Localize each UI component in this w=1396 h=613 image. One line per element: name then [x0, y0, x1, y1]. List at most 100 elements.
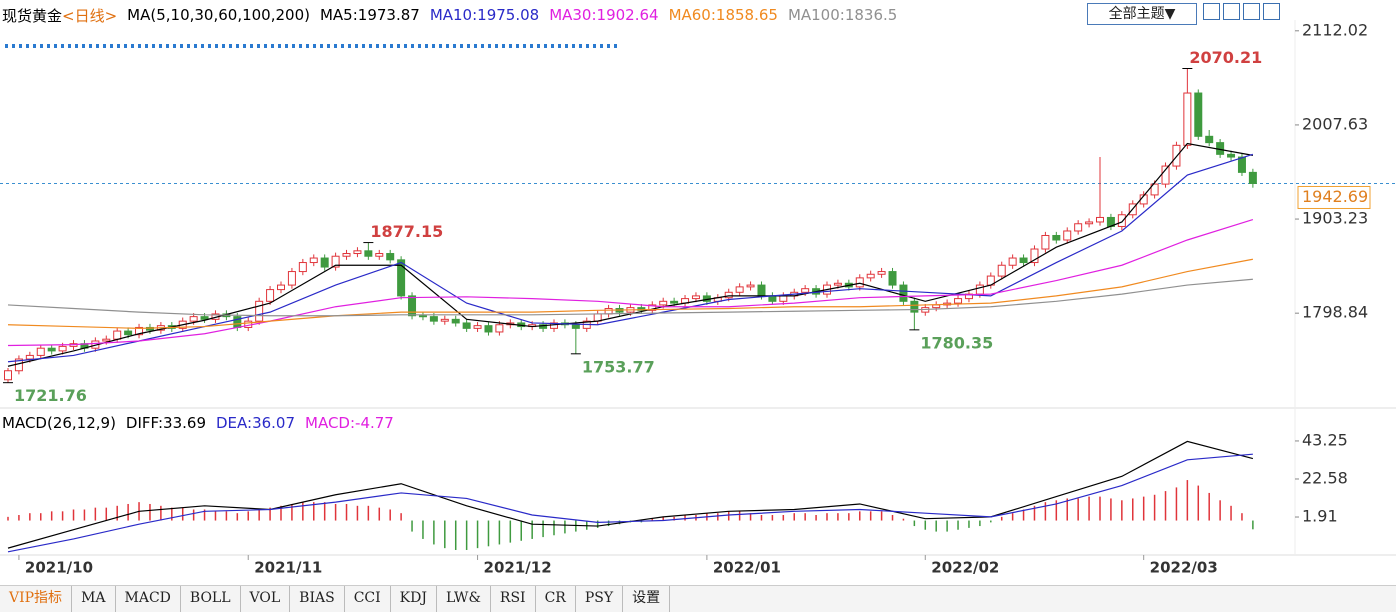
candle-body	[277, 284, 285, 291]
tool-icon[interactable]	[1263, 3, 1280, 20]
indicator-tab[interactable]: KDJ	[391, 586, 437, 612]
legend-entry: DIFF:33.69	[125, 414, 206, 432]
macd-bar	[1033, 505, 1036, 521]
candle-body	[877, 271, 886, 275]
macd-bar	[815, 515, 817, 521]
macd-bar	[946, 520, 948, 532]
macd-bar	[476, 520, 479, 549]
indicator-tab[interactable]: 设置	[623, 586, 671, 612]
toolbar	[1203, 3, 1280, 20]
candle-body	[975, 284, 984, 295]
y-tick-label: 43.25	[1302, 430, 1348, 449]
macd-bar	[542, 520, 544, 538]
candle-body	[855, 277, 864, 288]
macd-bar	[149, 503, 151, 521]
macd-bar	[891, 515, 894, 521]
candle-body	[386, 253, 395, 261]
macd-bar	[902, 518, 905, 521]
macd-bar	[236, 513, 239, 521]
macd-bar	[29, 513, 31, 521]
macd-bar	[171, 507, 173, 521]
candle-body	[462, 322, 471, 329]
indicator-tab[interactable]: CR	[536, 586, 576, 612]
macd-bar	[225, 511, 228, 521]
indicator-tab[interactable]: BOLL	[181, 586, 241, 612]
indicator-tabs: VIP指标 MA MACD BOLL VOL BIAS CCI KDJ LW& RSI CR PSY 设…	[0, 585, 1396, 612]
macd-bar	[465, 520, 468, 550]
indicator-tab[interactable]: MACD	[116, 586, 181, 612]
macd-header: MACD(26,12,9) DIFF:33.69 DEA:36.07 MACD:-4…	[2, 414, 394, 432]
indicator-tab[interactable]: MA	[72, 586, 116, 612]
macd-bar	[1088, 496, 1090, 521]
macd-bar	[83, 509, 86, 521]
macd-bar	[1055, 500, 1058, 521]
candle-body	[801, 288, 810, 293]
macd-bar	[673, 516, 675, 521]
candle-body	[320, 257, 329, 268]
macd-bar	[1022, 509, 1025, 521]
candle-body	[724, 291, 733, 299]
candle-body	[1096, 216, 1104, 223]
candle-body	[1205, 135, 1214, 144]
candle-body	[997, 264, 1006, 277]
macd-bar	[727, 511, 730, 521]
indicator-tab[interactable]: CCI	[345, 586, 391, 612]
candle-body	[539, 324, 548, 329]
macd-bar	[782, 515, 785, 521]
y-tick-label: 1.91	[1302, 507, 1338, 526]
macd-bar	[334, 503, 337, 521]
macd-bar	[356, 505, 359, 521]
tool-icon[interactable]	[1203, 3, 1220, 20]
indicator-tab[interactable]: VOL	[241, 586, 291, 612]
x-tick-label: 2021/10	[25, 559, 93, 577]
legend-entry: MA100:1836.5	[787, 6, 898, 24]
theme-button[interactable]: 全部主题▼	[1087, 3, 1197, 25]
macd-bar	[192, 509, 195, 521]
candle-body	[932, 304, 941, 309]
candle-body	[1052, 234, 1061, 241]
macd-bar	[1197, 485, 1200, 521]
macd-bar	[826, 513, 828, 521]
indicator-tab[interactable]: BIAS	[290, 586, 345, 612]
candle-body	[4, 370, 12, 381]
candle-body	[266, 289, 275, 302]
macd-bar	[586, 520, 588, 530]
macd-bar	[793, 513, 795, 521]
candle-body	[1117, 214, 1126, 227]
macd-bar	[564, 520, 566, 534]
extreme-label: 2070.21	[1189, 48, 1262, 67]
macd-bar	[618, 520, 621, 525]
indicator-tab[interactable]: LW&	[437, 586, 491, 612]
macd-bar	[116, 505, 118, 521]
candle-body	[648, 304, 657, 311]
candle-body	[779, 295, 788, 302]
candle-body	[495, 324, 504, 333]
candle-body	[659, 300, 668, 306]
candle-body	[309, 257, 318, 264]
indicator-tab[interactable]: VIP指标	[0, 586, 73, 612]
macd-bar	[1252, 520, 1254, 530]
candle-body	[200, 316, 209, 320]
macd-bar	[214, 511, 217, 521]
indicator-tab[interactable]: RSI	[491, 586, 536, 612]
macd-bar	[50, 511, 53, 521]
candle-body	[397, 259, 406, 297]
macd-bar	[749, 513, 752, 521]
candle-body	[899, 284, 908, 302]
candle-body	[451, 318, 460, 324]
indicator-tab[interactable]: PSY	[576, 586, 624, 612]
candle-body	[429, 316, 438, 322]
tool-icon[interactable]	[1243, 3, 1260, 20]
tool-icon[interactable]	[1223, 3, 1240, 20]
period[interactable]: <日线>	[62, 6, 118, 25]
macd-bar	[7, 516, 9, 521]
macd-bar	[302, 502, 304, 521]
candle-body	[375, 253, 384, 257]
macd-bar	[105, 507, 108, 521]
indicator[interactable]: MA(5,10,30,60,100,200)	[127, 6, 310, 24]
candle-body	[145, 326, 154, 331]
candle-body	[833, 282, 842, 286]
candle-body	[735, 286, 744, 293]
macd-bar	[913, 520, 916, 527]
candle-body	[1183, 92, 1192, 146]
